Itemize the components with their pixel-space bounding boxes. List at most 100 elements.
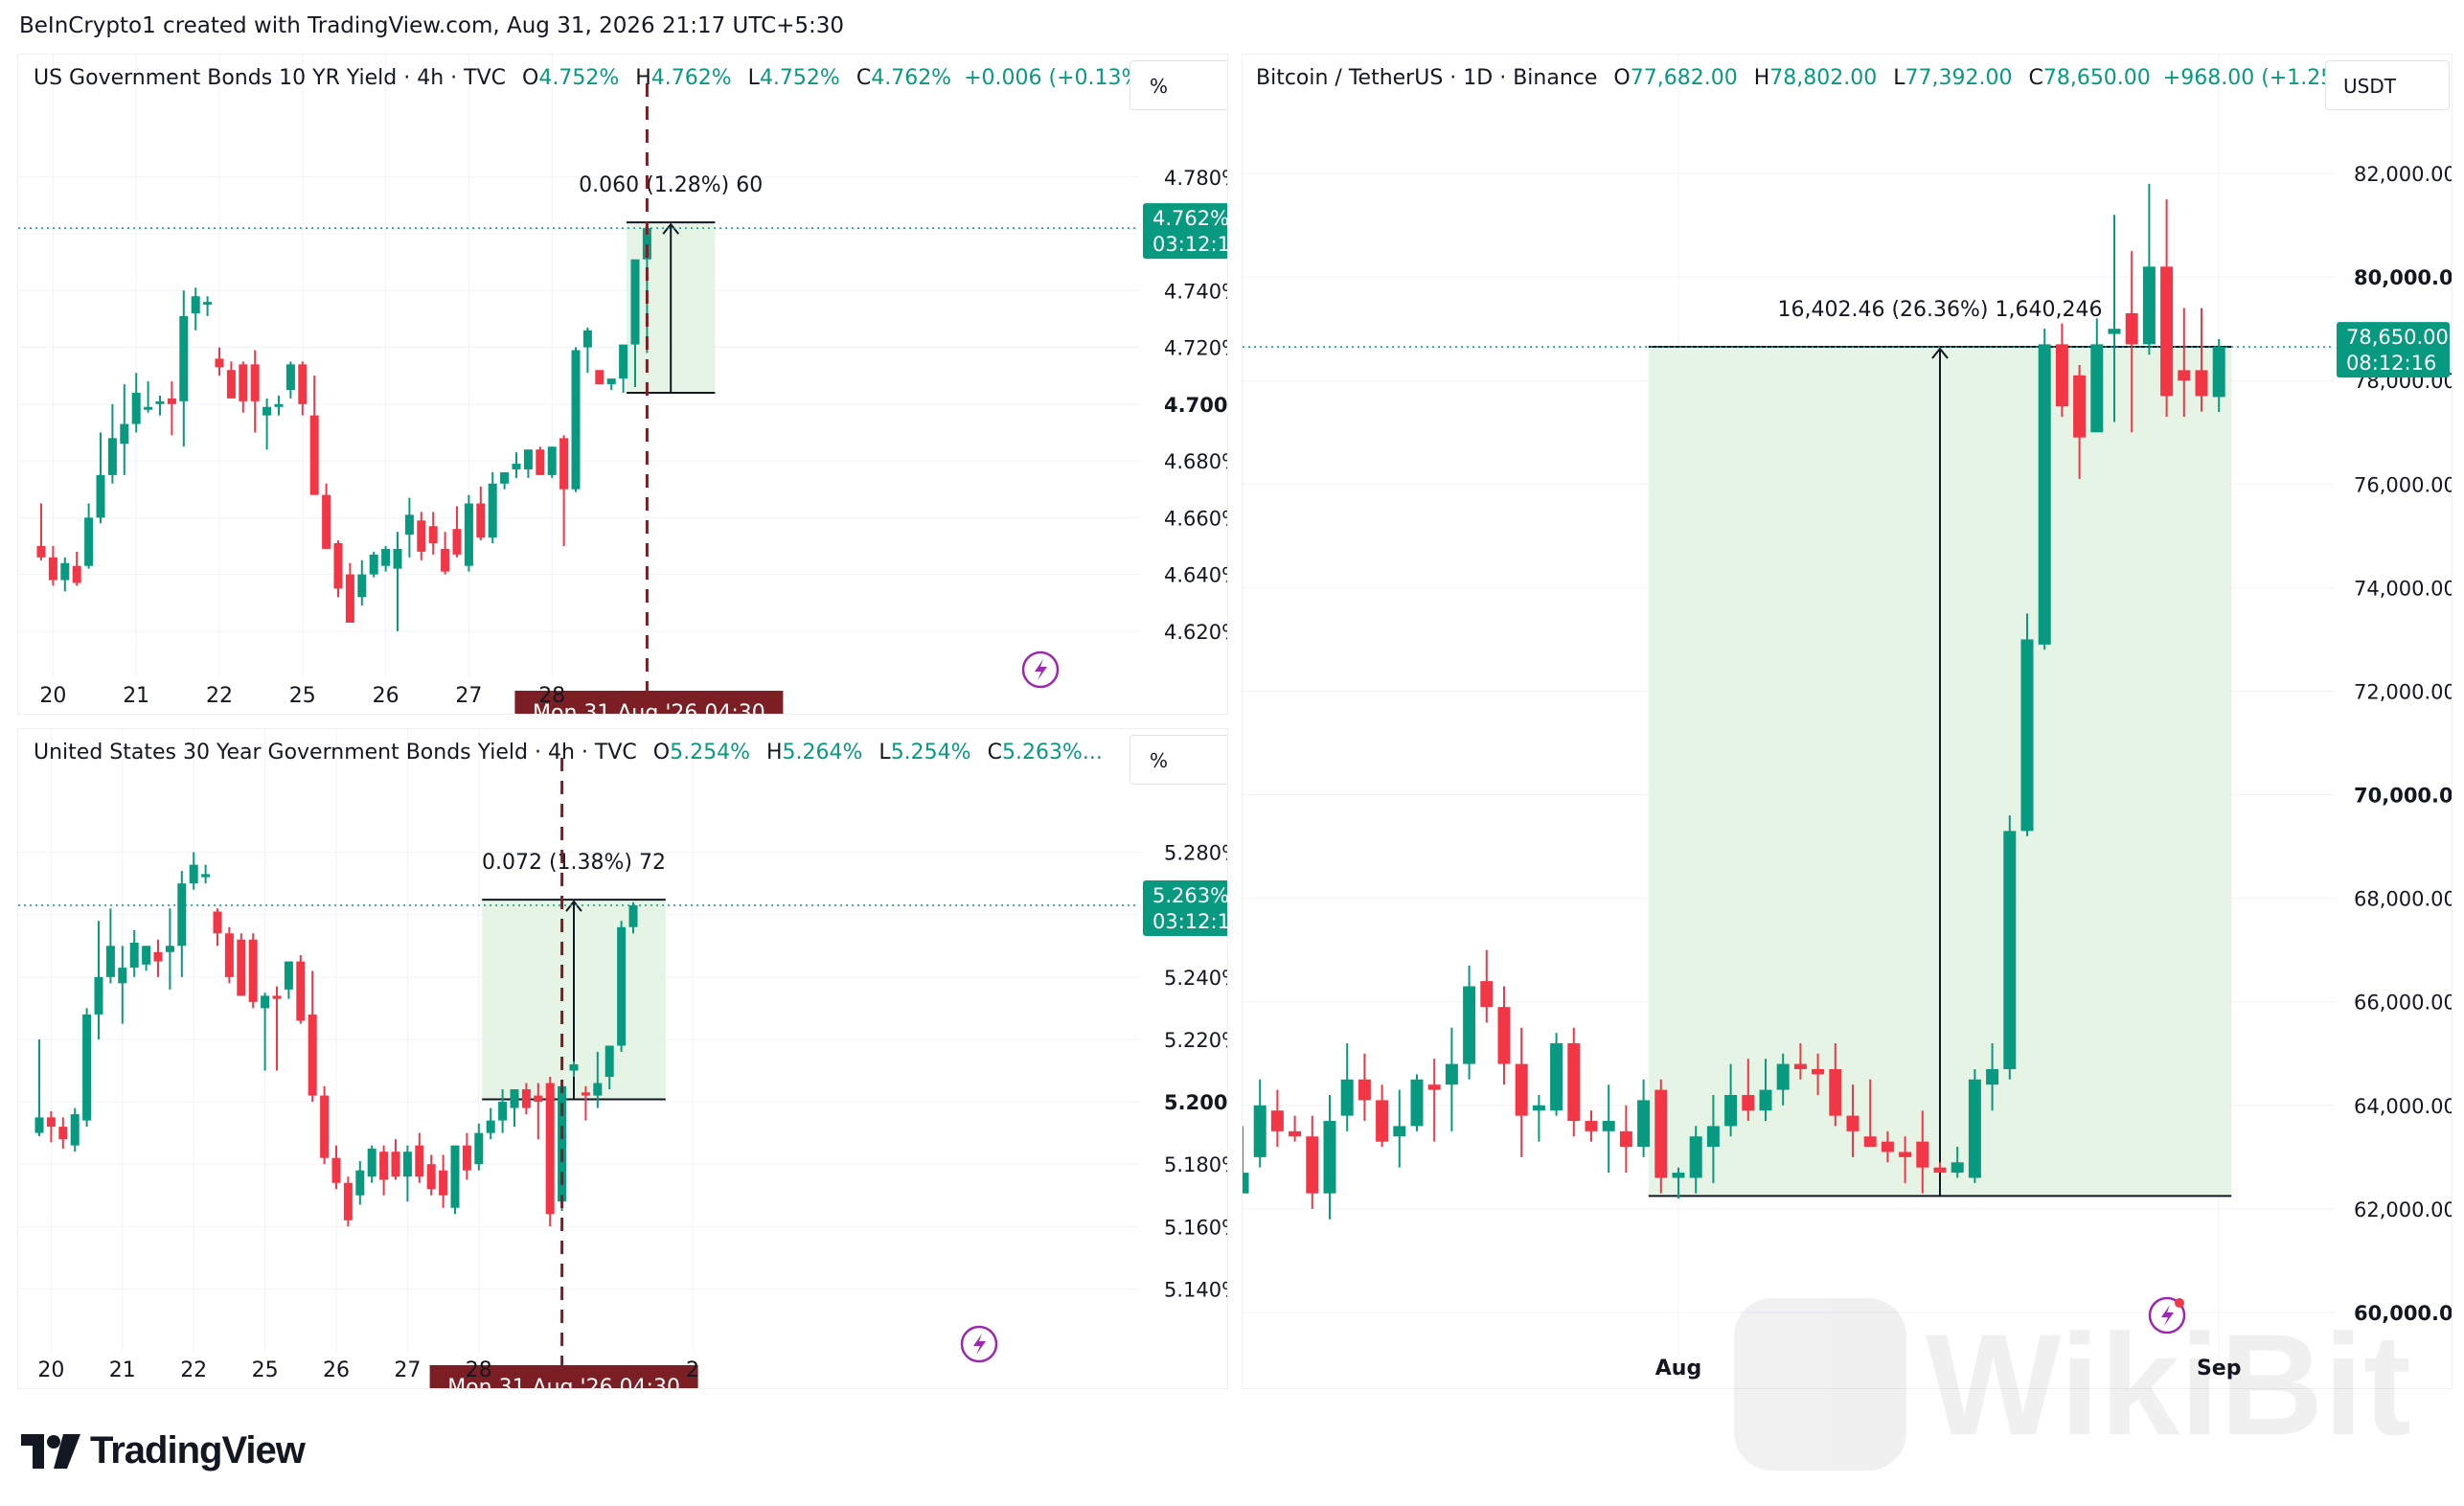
candle-body — [1916, 1141, 1929, 1168]
candle-body — [1253, 1105, 1266, 1157]
candle-body — [486, 1120, 495, 1133]
unit-selector-button[interactable]: % — [1129, 735, 1227, 785]
candle-body — [476, 503, 486, 538]
notification-dot — [2175, 1298, 2184, 1308]
candle-body — [203, 302, 213, 306]
candle-body — [107, 438, 117, 475]
candle-body — [46, 1117, 56, 1128]
candle-body — [105, 946, 115, 977]
y-axis-tick-label: 72,000.00 — [2354, 680, 2453, 703]
candle-body — [1951, 1162, 1964, 1174]
unit-selector-button[interactable]: % — [1129, 60, 1227, 110]
chart-panel-us30y[interactable]: 0.072 (1.38%) 72 Mon 31 Aug '26 04:30 5.28… — [17, 728, 1228, 1389]
x-axis-tick-label: Aug — [1655, 1357, 1701, 1380]
y-axis-tick-label: 4.660% — [1164, 507, 1228, 530]
candle-body — [60, 562, 70, 581]
candle-body — [153, 951, 163, 962]
y-axis-tick-label: 4.700% — [1164, 394, 1228, 417]
candle-body — [617, 926, 627, 1046]
candle-body — [144, 406, 153, 410]
candle-body — [426, 1164, 436, 1190]
candle-body — [558, 1085, 567, 1202]
candle-body — [357, 574, 367, 598]
chart-panel-us10y[interactable]: 0.060 (1.28%) 60 Mon 31 Aug '26 04:30 4.78… — [17, 54, 1228, 715]
candle-body — [2038, 344, 2051, 645]
candle-body — [84, 517, 94, 566]
candle-body — [1306, 1136, 1319, 1194]
candle-body — [1986, 1068, 1999, 1085]
candle-body — [1515, 1063, 1528, 1116]
legend-open-value: 4.752% — [538, 66, 620, 90]
candle-body — [2055, 344, 2068, 407]
candle-body — [248, 939, 258, 1002]
candle-body — [441, 548, 450, 572]
candle-body — [142, 946, 151, 965]
candle-body — [488, 483, 497, 538]
x-axis-tick-label: 21 — [109, 1358, 136, 1382]
candle-body — [2125, 312, 2138, 345]
candle-body — [534, 1095, 543, 1103]
x-axis-tick-label: 22 — [206, 684, 233, 708]
candle-body — [215, 358, 224, 368]
candle-body — [1689, 1136, 1702, 1178]
candle-body — [320, 1095, 330, 1158]
candle-body — [1829, 1068, 1842, 1116]
y-axis-tick-label: 76,000.00 — [2354, 473, 2453, 496]
candle-body — [1899, 1152, 1912, 1157]
candle-body — [1532, 1105, 1545, 1111]
candlestick-chart-us30y[interactable]: 0.072 (1.38%) 72 Mon 31 Aug '26 04:30 5.28… — [18, 729, 1228, 1389]
price-range-arrow-head — [565, 900, 582, 912]
candle-body — [1672, 1173, 1685, 1178]
candle-body — [581, 1092, 590, 1096]
candle-body — [1793, 1063, 1807, 1069]
candlestick-chart-us10y[interactable]: 0.060 (1.28%) 60 Mon 31 Aug '26 04:30 4.78… — [18, 55, 1228, 715]
unit-selector-button[interactable]: USDT — [2325, 60, 2450, 110]
candle-body — [239, 364, 248, 401]
candle-body — [428, 526, 438, 543]
legend-low-value: 4.752% — [759, 66, 840, 90]
candle-body — [177, 883, 187, 947]
chart-caption: BeInCrypto1 created with TradingView.com… — [19, 13, 845, 38]
tradingview-logo-text: TradingView — [90, 1429, 306, 1472]
symbol-legend-us30y: United States 30 Year Government Bonds Y… — [34, 741, 1103, 764]
x-axis-tick-label: 26 — [323, 1358, 350, 1382]
symbol-legend-btcusdt: Bitcoin / TetherUS · 1D · Binance O77,68… — [1256, 66, 2362, 90]
x-axis-tick-label: 25 — [252, 1358, 279, 1382]
candle-body — [1968, 1079, 1981, 1178]
candle-body — [2003, 831, 2017, 1069]
y-axis-tick-label: 4.740% — [1164, 280, 1228, 303]
candle-body — [1846, 1115, 1859, 1131]
y-axis-tick-label: 4.720% — [1164, 337, 1228, 360]
legend-title: Bitcoin / TetherUS · 1D · Binance — [1256, 66, 1598, 90]
lightning-icon-bolt — [973, 1334, 986, 1355]
bar-countdown-timer: 03:12:16 — [1152, 233, 1228, 256]
candle-body — [262, 406, 272, 416]
legend-change: +0.006 (+0.13%) — [964, 66, 1150, 90]
candle-body — [1812, 1068, 1825, 1075]
candlestick-chart-btcusdt[interactable]: 16,402.46 (26.36%) 1,640,246 82,000.00 80,… — [1243, 55, 2453, 1389]
candle-body — [285, 364, 295, 390]
bar-countdown-timer: 08:12:16 — [2346, 352, 2436, 375]
candle-body — [593, 1083, 603, 1096]
candle-body — [272, 995, 282, 999]
candle-body — [226, 370, 236, 399]
candle-body — [1863, 1136, 1877, 1148]
candle-body — [439, 1170, 448, 1196]
chart-panel-btcusdt[interactable]: 16,402.46 (26.36%) 1,640,246 82,000.00 80,… — [1242, 54, 2453, 1389]
candle-body — [500, 471, 510, 484]
candle-body — [523, 449, 533, 469]
candle-body — [498, 1102, 508, 1121]
candle-body — [474, 1132, 484, 1165]
candle-body — [94, 976, 103, 1015]
candle-body — [379, 1152, 389, 1180]
candle-body — [1724, 1095, 1738, 1127]
candle-body — [1759, 1089, 1772, 1111]
candle-body — [2090, 344, 2104, 433]
tradingview-logo[interactable]: TradingView — [21, 1429, 306, 1472]
candle-body — [155, 400, 165, 404]
candle-body — [619, 344, 628, 379]
candle-body — [547, 446, 557, 475]
y-axis-tick-label: 66,000.00 — [2354, 992, 2453, 1015]
candle-body — [2160, 266, 2174, 397]
legend-high-value: 78,802.00 — [1769, 66, 1878, 90]
